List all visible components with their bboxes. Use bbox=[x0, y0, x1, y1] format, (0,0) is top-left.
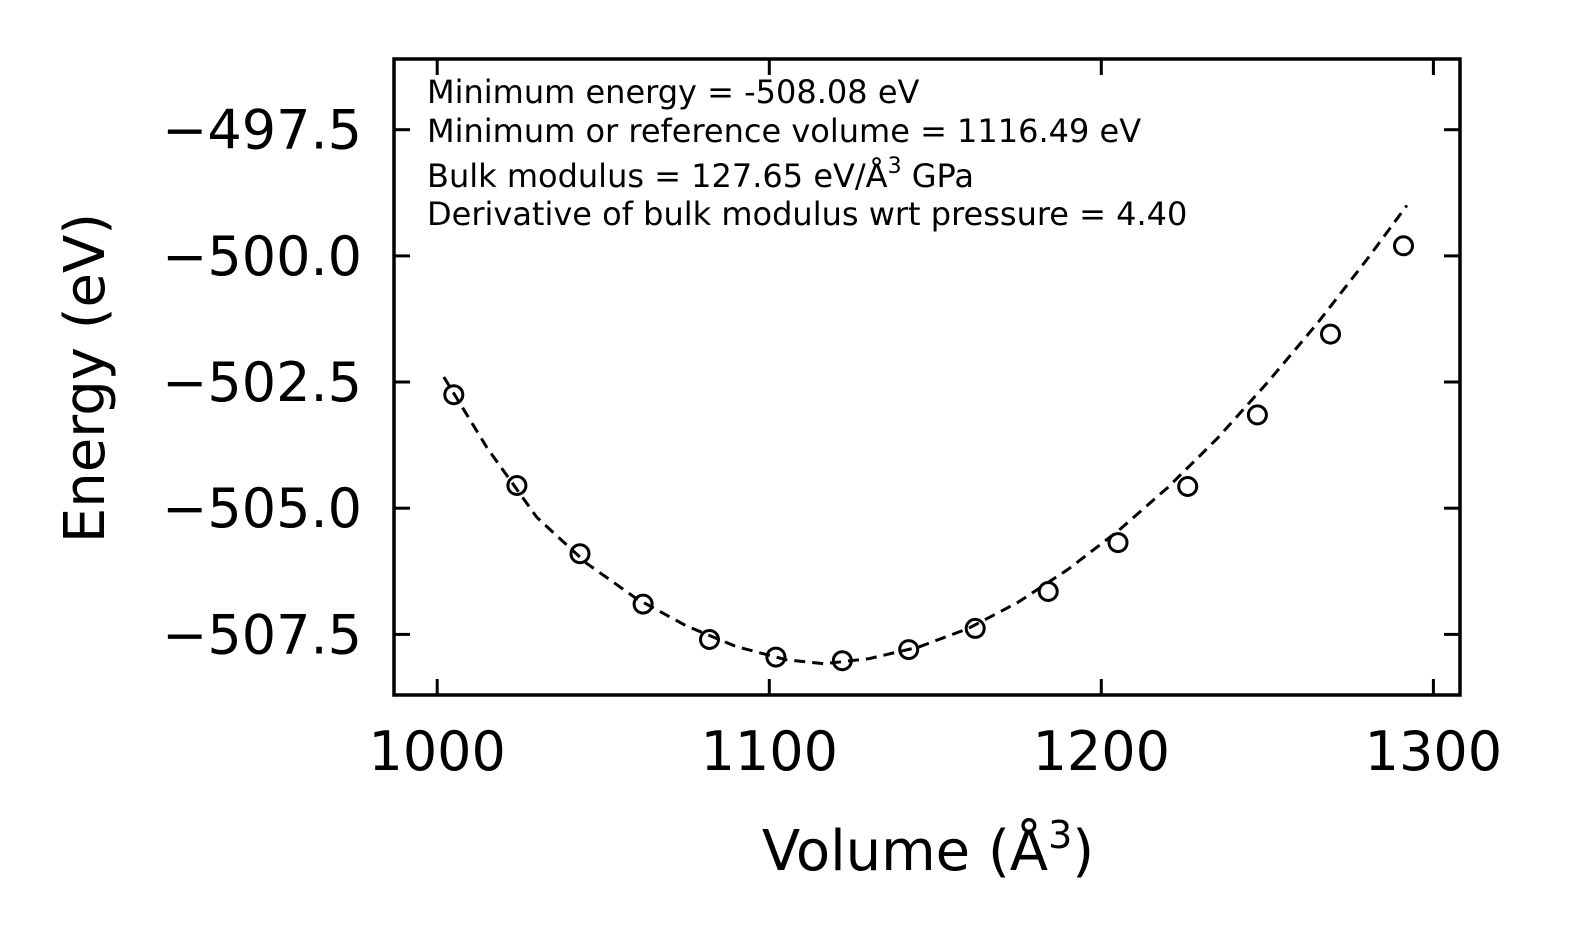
annotation-box: Minimum energy = -508.08 eV Minimum or r… bbox=[427, 73, 1187, 233]
data-point bbox=[964, 617, 986, 639]
data-point bbox=[443, 384, 465, 406]
annotation-bulk-modulus-text: Bulk modulus = 127.65 eV/Å bbox=[427, 157, 888, 195]
data-point bbox=[699, 629, 720, 650]
data-point bbox=[898, 639, 920, 661]
data-point bbox=[765, 646, 787, 668]
x-tick-label: 1300 bbox=[1365, 720, 1502, 783]
fit-curve-layer bbox=[442, 204, 1409, 666]
annotation-bulk-modulus: Bulk modulus = 127.65 eV/Å3 GPa bbox=[427, 154, 974, 195]
data-point bbox=[1320, 323, 1341, 345]
data-point bbox=[632, 593, 654, 615]
x-axis-label-close: ) bbox=[1072, 819, 1094, 884]
x-axis-label: Volume (Å3) bbox=[762, 813, 1094, 884]
data-point bbox=[1177, 476, 1199, 497]
annotation-bulk-derivative: Derivative of bulk modulus wrt pressure … bbox=[427, 195, 1187, 233]
ticks-layer: 1000 1100 1200 1300 −497.5 −500.0 −502.5 −505.0… bbox=[162, 59, 1502, 783]
data-point bbox=[569, 543, 591, 565]
x-tick-label: 1200 bbox=[1033, 720, 1170, 783]
data-point bbox=[506, 475, 528, 496]
data-point bbox=[1107, 532, 1129, 554]
y-tick-label: −502.5 bbox=[162, 351, 362, 414]
x-axis-label-text: Volume (Å bbox=[762, 818, 1048, 884]
y-tick-label: −500.0 bbox=[162, 225, 362, 288]
annotation-bulk-modulus-unit: GPa bbox=[902, 157, 974, 195]
data-point bbox=[1246, 404, 1268, 426]
y-tick-label: −497.5 bbox=[162, 99, 362, 162]
x-axis-label-sup: 3 bbox=[1048, 813, 1072, 857]
plot-frame bbox=[392, 57, 1462, 697]
data-point bbox=[1393, 235, 1414, 257]
y-tick-label: −507.5 bbox=[162, 603, 362, 666]
y-axis-label: Energy (eV) bbox=[53, 213, 118, 543]
data-points-layer bbox=[443, 235, 1414, 672]
x-tick-label: 1100 bbox=[701, 720, 838, 783]
data-point bbox=[1037, 581, 1059, 602]
annotation-bulk-modulus-sup: 3 bbox=[888, 154, 902, 179]
x-tick-label: 1000 bbox=[368, 720, 505, 783]
annotation-min-energy: Minimum energy = -508.08 eV bbox=[427, 73, 920, 111]
data-point bbox=[831, 650, 853, 672]
y-tick-label: −505.0 bbox=[162, 477, 362, 540]
annotation-min-volume: Minimum or reference volume = 1116.49 eV bbox=[427, 112, 1141, 150]
fit-curve bbox=[442, 204, 1409, 666]
